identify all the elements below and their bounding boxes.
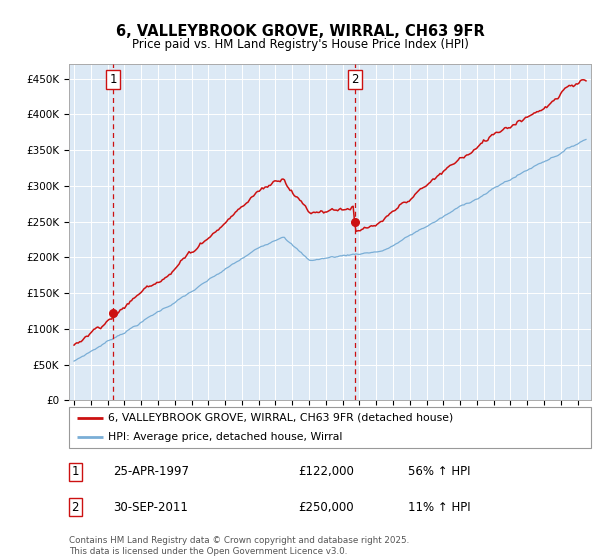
- Text: 6, VALLEYBROOK GROVE, WIRRAL, CH63 9FR: 6, VALLEYBROOK GROVE, WIRRAL, CH63 9FR: [116, 24, 484, 39]
- Text: 11% ↑ HPI: 11% ↑ HPI: [409, 501, 471, 514]
- Text: £250,000: £250,000: [299, 501, 355, 514]
- Text: 2: 2: [71, 501, 79, 514]
- Text: Contains HM Land Registry data © Crown copyright and database right 2025.
This d: Contains HM Land Registry data © Crown c…: [69, 536, 409, 556]
- Text: 56% ↑ HPI: 56% ↑ HPI: [409, 465, 471, 478]
- Text: 1: 1: [109, 73, 117, 86]
- Text: £122,000: £122,000: [299, 465, 355, 478]
- Text: 1: 1: [71, 465, 79, 478]
- Text: 2: 2: [352, 73, 359, 86]
- Text: Price paid vs. HM Land Registry's House Price Index (HPI): Price paid vs. HM Land Registry's House …: [131, 38, 469, 50]
- Text: 25-APR-1997: 25-APR-1997: [113, 465, 190, 478]
- Text: 30-SEP-2011: 30-SEP-2011: [113, 501, 188, 514]
- Text: HPI: Average price, detached house, Wirral: HPI: Average price, detached house, Wirr…: [108, 432, 343, 442]
- FancyBboxPatch shape: [69, 407, 591, 448]
- Text: 6, VALLEYBROOK GROVE, WIRRAL, CH63 9FR (detached house): 6, VALLEYBROOK GROVE, WIRRAL, CH63 9FR (…: [108, 413, 454, 423]
